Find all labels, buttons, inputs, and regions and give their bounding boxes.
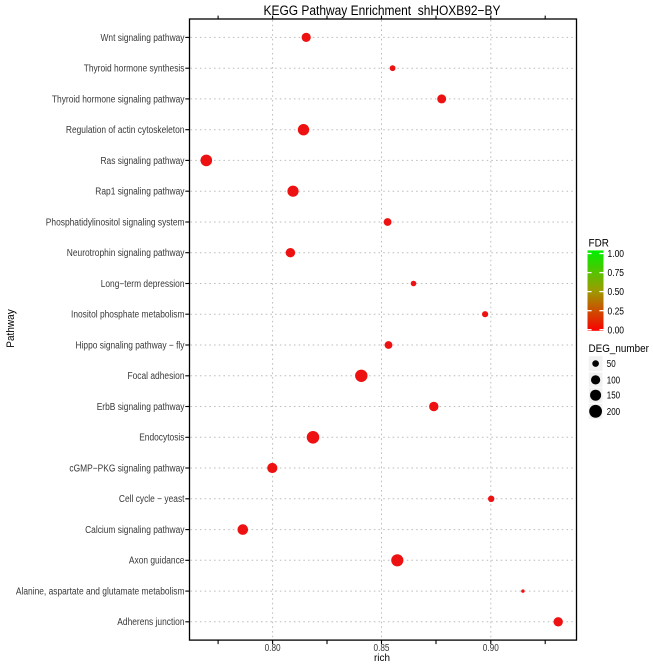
svg-text:Cell cycle − yeast: Cell cycle − yeast [119, 494, 185, 505]
svg-text:Thyroid hormone synthesis: Thyroid hormone synthesis [84, 64, 185, 75]
svg-text:Long−term depression: Long−term depression [101, 279, 185, 290]
svg-text:150: 150 [607, 391, 621, 402]
svg-text:0.25: 0.25 [608, 306, 625, 317]
svg-text:1.00: 1.00 [608, 249, 625, 260]
svg-text:200: 200 [607, 407, 621, 418]
svg-text:DEG_number: DEG_number [589, 343, 650, 355]
svg-text:0.75: 0.75 [608, 268, 625, 279]
svg-text:Hippo signaling pathway − fly: Hippo signaling pathway − fly [76, 340, 185, 351]
svg-text:cGMP−PKG signaling pathway: cGMP−PKG signaling pathway [69, 463, 184, 474]
svg-text:Ras signaling pathway: Ras signaling pathway [101, 156, 185, 167]
svg-text:Axon guidance: Axon guidance [129, 556, 185, 567]
svg-text:Adherens junction: Adherens junction [117, 617, 184, 628]
svg-text:rich: rich [374, 652, 390, 664]
svg-text:FDR: FDR [589, 238, 609, 250]
svg-text:0.90: 0.90 [483, 643, 499, 654]
svg-text:Calcium signaling pathway: Calcium signaling pathway [85, 525, 184, 536]
svg-text:0.80: 0.80 [265, 643, 281, 654]
svg-text:Thyroid hormone signaling path: Thyroid hormone signaling pathway [52, 94, 185, 105]
svg-text:Inositol phosphate metabolism: Inositol phosphate metabolism [71, 310, 185, 321]
svg-text:Phosphatidylinositol signaling: Phosphatidylinositol signaling system [46, 217, 185, 228]
svg-text:Pathway: Pathway [5, 309, 17, 348]
svg-text:Wnt signaling pathway: Wnt signaling pathway [101, 33, 185, 44]
svg-text:KEGG Pathway Enrichment shHOX: KEGG Pathway Enrichment shHOXB92−BY [264, 3, 501, 18]
svg-text:Focal adhesion: Focal adhesion [128, 371, 185, 382]
svg-text:Alanine, aspartate and glutama: Alanine, aspartate and glutamate metabol… [16, 587, 185, 598]
svg-text:0.85: 0.85 [374, 643, 390, 654]
svg-text:Neurotrophin signaling pathway: Neurotrophin signaling pathway [67, 248, 185, 259]
svg-text:0.00: 0.00 [608, 325, 625, 336]
svg-text:Rap1 signaling pathway: Rap1 signaling pathway [95, 187, 184, 198]
svg-text:100: 100 [607, 375, 621, 386]
svg-text:0.50: 0.50 [608, 287, 625, 298]
svg-text:50: 50 [607, 359, 616, 370]
svg-text:Endocytosis: Endocytosis [139, 433, 184, 444]
svg-text:Regulation of actin cytoskelet: Regulation of actin cytoskeleton [66, 125, 185, 136]
svg-text:ErbB signaling pathway: ErbB signaling pathway [97, 402, 185, 413]
